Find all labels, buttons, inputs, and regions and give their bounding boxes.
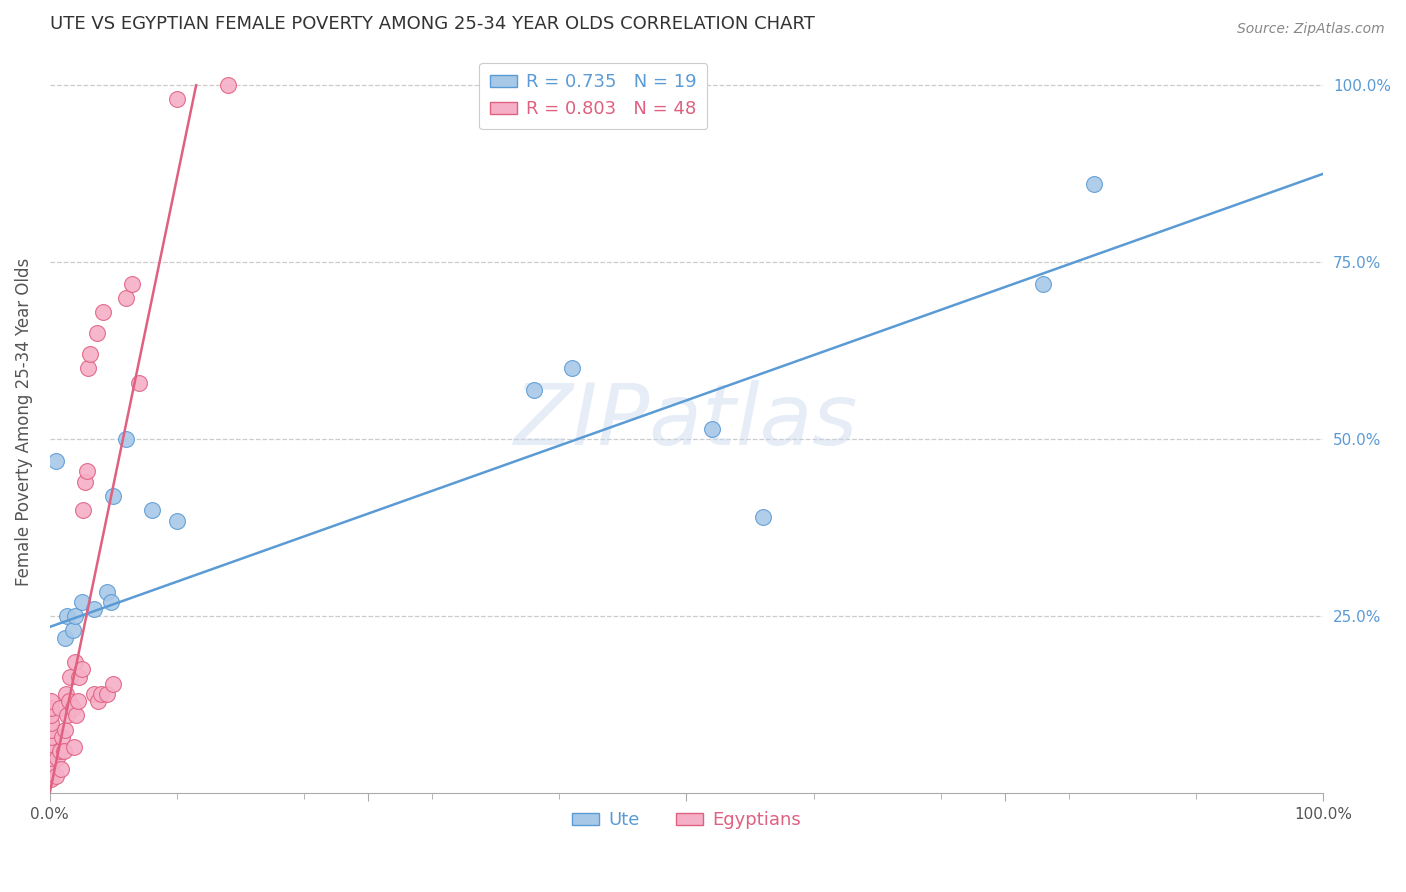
Point [45, 453, 67, 467]
Point [46, 751, 69, 765]
Point [58, 694, 80, 708]
Point [39, 765, 62, 780]
Point [39, 708, 62, 723]
Point [59, 669, 82, 683]
Point [166, 514, 188, 528]
Point [39, 744, 62, 758]
Point [103, 676, 125, 690]
Point [39, 701, 62, 715]
Point [523, 383, 546, 397]
Point [63, 656, 86, 670]
Point [1083, 178, 1105, 192]
Point [39, 772, 62, 787]
Point [39, 730, 62, 744]
Point [39, 758, 62, 772]
Point [39, 715, 62, 730]
Point [103, 489, 125, 503]
Point [39, 723, 62, 737]
Point [49, 744, 72, 758]
Point [76, 361, 98, 376]
Point [56, 708, 79, 723]
Point [752, 510, 775, 524]
Point [141, 503, 163, 517]
Point [45, 769, 67, 783]
Point [83, 602, 105, 616]
Point [91, 305, 114, 319]
Point [53, 723, 76, 737]
Point [66, 694, 89, 708]
Point [53, 631, 76, 645]
Point [63, 609, 86, 624]
Point [49, 701, 72, 715]
Point [67, 669, 90, 683]
Point [166, 92, 188, 106]
Point [96, 687, 118, 701]
Point [63, 740, 86, 755]
Point [115, 291, 138, 305]
Text: UTE VS EGYPTIAN FEMALE POVERTY AMONG 25-34 YEAR OLDS CORRELATION CHART: UTE VS EGYPTIAN FEMALE POVERTY AMONG 25-… [49, 15, 814, 33]
Point [65, 708, 87, 723]
Point [128, 376, 150, 390]
Point [79, 347, 101, 361]
Point [75, 475, 97, 489]
Point [70, 595, 93, 609]
Y-axis label: Female Poverty Among 25-34 Year Olds: Female Poverty Among 25-34 Year Olds [15, 258, 32, 586]
Point [39, 737, 62, 751]
Text: Source: ZipAtlas.com: Source: ZipAtlas.com [1237, 22, 1385, 37]
Point [51, 730, 73, 744]
Point [39, 694, 62, 708]
Point [52, 744, 75, 758]
Point [72, 503, 94, 517]
Point [62, 624, 84, 638]
Point [83, 687, 105, 701]
Legend: Ute, Egyptians: Ute, Egyptians [565, 804, 808, 837]
Point [121, 277, 143, 291]
Text: ZIPatlas: ZIPatlas [515, 380, 859, 463]
Point [115, 432, 138, 446]
Point [1032, 277, 1054, 291]
Point [217, 78, 239, 93]
Point [56, 609, 79, 624]
Point [86, 326, 108, 340]
Point [49, 762, 72, 776]
Point [76, 464, 98, 478]
Point [55, 687, 77, 701]
Point [62, 701, 84, 715]
Point [90, 687, 112, 701]
Point [87, 694, 110, 708]
Point [96, 584, 118, 599]
Point [39, 751, 62, 765]
Point [700, 422, 723, 436]
Point [70, 662, 93, 676]
Point [100, 595, 122, 609]
Point [561, 361, 583, 376]
